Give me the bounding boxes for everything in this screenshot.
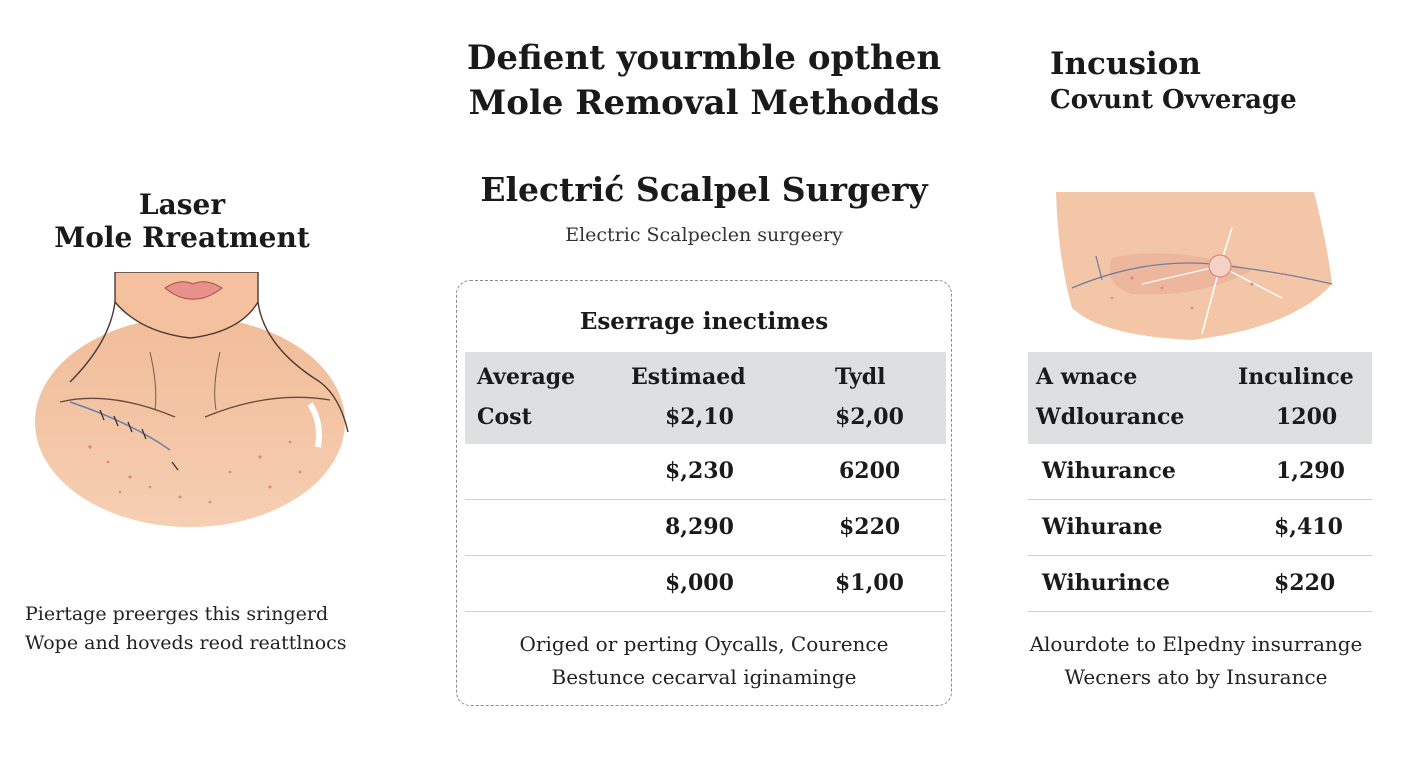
cost-cell: $,230	[665, 458, 734, 484]
cost-cell: 8,290	[665, 514, 734, 540]
insurance-title-line-2: Covunt Ovverage	[1050, 85, 1297, 115]
table-row: $,230 6200	[465, 444, 946, 500]
cost-card-footer: Origed or perting Oycalls, Courence Best…	[456, 628, 952, 694]
cost-cell: $,000	[665, 570, 734, 596]
insurance-cell: Wihurane	[1042, 514, 1163, 540]
laser-title-line-1: Laser	[138, 188, 226, 221]
cost-table-header: Average Estimaed Tydl Cost $2,10 $2,00	[465, 352, 946, 444]
scalpel-subheading: Electric Scalpeclen surgeery	[565, 224, 843, 246]
laser-caption-line-2: Wope and hoveds reod reattlnocs	[25, 632, 347, 654]
cost-card-title: Eserrage inectimes	[579, 308, 829, 335]
insurance-header-cell: A wnace	[1036, 364, 1138, 390]
insurance-cell: Wihurince	[1042, 570, 1171, 596]
insurance-title-line-1: Incusion	[1050, 46, 1201, 82]
table-row: Wihurane $,410	[1028, 500, 1372, 556]
table-row: Wihurince $220	[1028, 556, 1372, 612]
insurance-table-header: A wnace Inculince Wdlourance 1200	[1028, 352, 1372, 444]
page-title-line-1: Defient yourmble opthen	[466, 38, 942, 78]
insurance-header-cell: 1200	[1276, 404, 1338, 430]
cost-header-cell: Average	[477, 364, 576, 390]
skin-closeup-illustration	[1056, 192, 1333, 340]
cost-footer-line-2: Bestunce cecarval iginaminge	[551, 665, 857, 689]
cost-header-cell: Tydl	[835, 364, 886, 390]
cost-header-cell: $2,00	[835, 404, 904, 430]
laser-title-line-2: Mole Rreatment	[54, 221, 310, 254]
neck-illustration	[35, 272, 349, 527]
cost-cell: 6200	[839, 458, 901, 484]
insurance-header-cell: Inculince	[1238, 364, 1354, 390]
cost-table: Average Estimaed Tydl Cost $2,10 $2,00 $…	[465, 352, 946, 612]
laser-caption: Piertage preerges this sringerd Wope and…	[25, 600, 365, 658]
insurance-footer: Alourdote to Elpedny insurrange Wecners …	[1020, 628, 1372, 694]
cost-card	[456, 280, 952, 706]
laser-caption-line-1: Piertage preerges this sringerd	[25, 603, 329, 625]
insurance-cell: 1,290	[1276, 458, 1345, 484]
insurance-cell: Wihurance	[1042, 458, 1176, 484]
laser-treatment-title: Laser Mole Rreatment	[30, 188, 334, 254]
page-title: Defient yourmble opthen Mole Removal Met…	[404, 36, 1004, 126]
cost-header-cell: $2,10	[665, 404, 734, 430]
insurance-title: Incusion Covunt Ovverage	[1050, 46, 1370, 118]
scalpel-heading: Electrić Scalpel Surgery	[480, 170, 928, 209]
table-row: $,000 $1,00	[465, 556, 946, 612]
insurance-cell: $220	[1274, 570, 1336, 596]
cost-cell: $1,00	[835, 570, 904, 596]
table-row: Wihurance 1,290	[1028, 444, 1372, 500]
insurance-header-cell: Wdlourance	[1036, 404, 1185, 430]
insurance-footer-line-2: Wecners ato by Insurance	[1064, 665, 1328, 689]
cost-cell: $220	[839, 514, 901, 540]
cost-header-cell: Cost	[477, 404, 532, 430]
cost-header-cell: Estimaed	[631, 364, 746, 390]
table-row: 8,290 $220	[465, 500, 946, 556]
insurance-cell: $,410	[1274, 514, 1343, 540]
insurance-footer-line-1: Alourdote to Elpedny insurrange	[1029, 632, 1363, 656]
page-title-line-2: Mole Removal Methodds	[468, 83, 940, 123]
insurance-table: A wnace Inculince Wdlourance 1200 Wihura…	[1028, 352, 1372, 612]
cost-footer-line-1: Origed or perting Oycalls, Courence	[519, 632, 889, 656]
